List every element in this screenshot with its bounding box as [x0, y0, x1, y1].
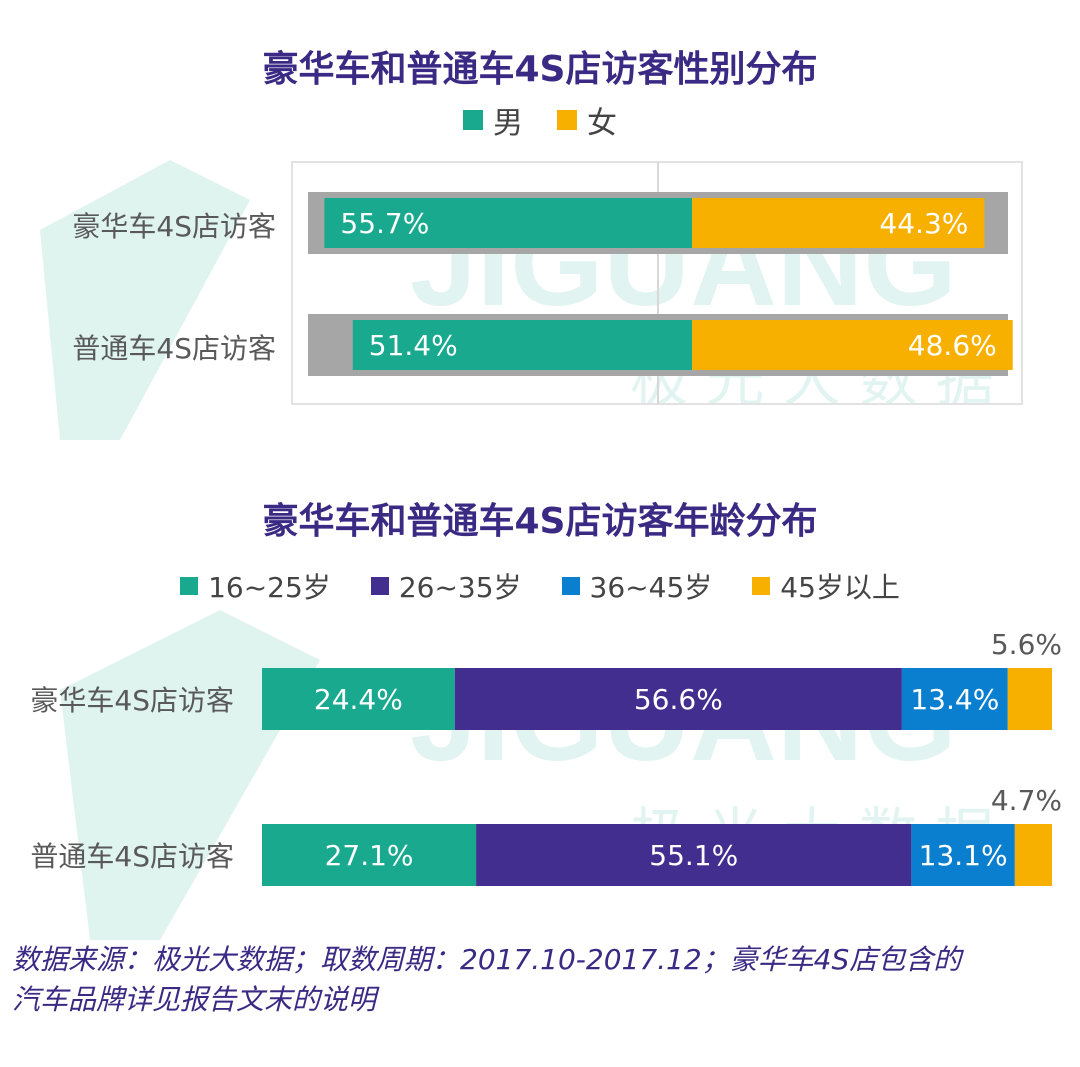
chart1-data-label: 51.4%	[369, 329, 458, 362]
chart2-title: 豪华车和普通车4S店访客年龄分布	[262, 501, 818, 542]
chart1-bar-男	[352, 320, 692, 370]
chart1-data-label: 48.6%	[908, 329, 997, 362]
chart2-legend-swatch-45-plus	[752, 577, 771, 595]
chart2-legend-swatch-36-45	[561, 577, 580, 595]
chart2-data-label: 55.1%	[649, 839, 738, 872]
chart1-title: 豪华车和普通车4S店访客性别分布	[262, 49, 818, 90]
chart2-data-label: 13.1%	[919, 839, 1008, 872]
chart1-bar-女	[692, 198, 985, 248]
chart2-legend-swatch-26-35	[370, 577, 389, 595]
chart1-legend-label-female: 女	[587, 106, 617, 141]
chart2-legend-item-45-plus: 45岁以上	[752, 566, 900, 606]
chart2-legend: 16~25岁 26~35岁 36~45岁 45岁以上	[0, 566, 1080, 606]
chart2-bar-26~35岁	[454, 668, 902, 730]
footnote: 数据来源：极光大数据；取数周期：2017.10-2017.12；豪华车4S店包含…	[12, 940, 1072, 1020]
chart2-data-label: 56.6%	[634, 683, 723, 716]
chart2-data-label: 24.4%	[314, 683, 403, 716]
chart2-category-label: 普通车4S店访客	[30, 840, 234, 873]
chart1-legend: 男 女	[0, 98, 1080, 142]
chart1-category-label: 普通车4S店访客	[72, 332, 276, 365]
chart2-bar-45岁以上	[1014, 824, 1052, 886]
chart2-data-label: 13.4%	[910, 683, 999, 716]
chart1-category-label: 豪华车4S店访客	[72, 210, 276, 243]
chart2-legend-label-45-plus: 45岁以上	[780, 571, 900, 604]
chart2-data-label: 4.7%	[991, 784, 1062, 817]
footnote-line-1: 数据来源：极光大数据；取数周期：2017.10-2017.12；豪华车4S店包含…	[12, 943, 962, 976]
chart2-data-label: 5.6%	[991, 628, 1062, 661]
chart2-bar-36~45岁	[911, 824, 1015, 886]
chart2-bar-26~35岁	[476, 824, 912, 886]
chart2-age-distribution: 豪华车4S店访客 普通车4S店访客 24.4% 56.6% 13.4% 5.6% 27.…	[30, 628, 1062, 886]
chart2-legend-item-26-35: 26~35岁	[370, 566, 522, 606]
chart2-legend-label-16-25: 16~25岁	[208, 571, 331, 604]
chart2-legend-swatch-16-25	[180, 577, 199, 595]
chart2-legend-label-36-45: 36~45岁	[589, 571, 713, 604]
chart1-legend-label-male: 男	[493, 106, 523, 141]
chart2-bar-45岁以上	[1007, 668, 1052, 730]
chart1-data-label: 55.7%	[340, 207, 429, 240]
chart1-legend-swatch-female	[557, 110, 577, 130]
chart2-legend-item-36-45: 36~45岁	[561, 566, 713, 606]
chart1-bar-女	[692, 320, 1013, 370]
chart1-legend-item-female: 女	[557, 98, 617, 142]
chart2-legend-label-26-35: 26~35岁	[398, 571, 522, 604]
chart1-legend-swatch-male	[463, 110, 483, 130]
chart1-legend-item-male: 男	[463, 98, 523, 142]
chart2-category-label: 豪华车4S店访客	[30, 684, 234, 717]
chart1-data-label: 44.3%	[879, 207, 968, 240]
chart2-bar-16~25岁	[262, 824, 477, 886]
chart2-legend-item-16-25: 16~25岁	[180, 566, 331, 606]
footnote-line-2: 汽车品牌详见报告文末的说明	[12, 983, 377, 1016]
chart1-gender-distribution: 豪华车4S店访客 普通车4S店访客 55.7% 44.3% 51.4% 48.6%	[72, 161, 1023, 405]
chart1-bar-男	[324, 198, 692, 248]
chart2-data-label: 27.1%	[325, 839, 414, 872]
chart2-bar-36~45岁	[901, 668, 1008, 730]
chart2-bar-16~25岁	[262, 668, 455, 730]
